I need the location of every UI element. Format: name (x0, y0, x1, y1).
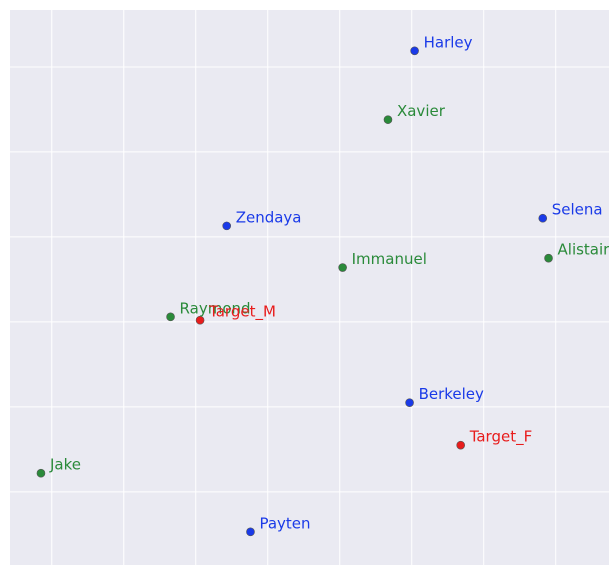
point-label: Selena (552, 201, 603, 219)
point-label: Jake (49, 456, 81, 474)
point (166, 312, 175, 322)
point (538, 213, 548, 223)
point-label: Harley (424, 33, 473, 51)
point-label: Alistair (558, 241, 609, 259)
point (222, 221, 232, 231)
point (410, 46, 419, 56)
point-label: Target_F (469, 428, 533, 447)
point (544, 253, 553, 263)
point-label: Payten (259, 514, 310, 532)
point (456, 440, 465, 450)
plot-area: Harley Selena Zendaya Berkeley Payten Xavier A… (10, 10, 609, 565)
point-label: Xavier (397, 102, 446, 120)
point-label: Raymond (180, 299, 251, 317)
point (405, 398, 414, 407)
point-label: Immanuel (352, 250, 427, 268)
point-label: Zendaya (236, 208, 302, 226)
point (36, 468, 46, 478)
point (383, 115, 393, 124)
point-label: Berkeley (419, 385, 484, 403)
point (338, 263, 347, 272)
point-label: Target_M (208, 303, 276, 322)
point (195, 315, 205, 325)
point (246, 527, 255, 537)
plot-background (10, 10, 609, 565)
